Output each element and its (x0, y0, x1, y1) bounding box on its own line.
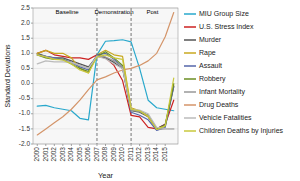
series-line (37, 55, 173, 130)
legend-label: MIU Group Size (199, 10, 249, 18)
tick-label: -1.5 (19, 125, 31, 132)
legend-label: Robbery (199, 75, 226, 83)
plot-content (37, 8, 173, 144)
tick-label: 2007 (93, 147, 100, 162)
legend-swatch (184, 130, 196, 132)
legend: MIU Group Size U.S. Stress Index Murder Rap… (184, 10, 284, 135)
legend-swatch (184, 26, 196, 28)
tick-label: 2015 (161, 147, 168, 162)
tick-label: 2003 (59, 147, 66, 162)
legend-swatch (184, 52, 196, 54)
tick-label: -1.0 (19, 109, 31, 116)
annotation: Post (146, 9, 158, 15)
period-line (96, 8, 97, 144)
legend-swatch (184, 117, 196, 119)
tick-label: 1.5 (21, 34, 30, 41)
legend-swatch (184, 39, 196, 41)
tick-label: 2004 (67, 147, 74, 162)
plot-frame (33, 8, 178, 144)
series-line (37, 13, 173, 135)
tick-label: 2009 (110, 147, 117, 162)
legend-label: U.S. Stress Index (199, 23, 254, 30)
y-axis-label: Standard Deviations (4, 44, 11, 108)
tick-label: 0.5 (21, 64, 30, 71)
legend-label: Assault (199, 62, 222, 69)
x-axis-label: Year (98, 171, 114, 180)
tick-label: 2011 (127, 147, 134, 161)
tick-label: -2.0 (19, 140, 31, 147)
tick-label: 2.0 (21, 19, 30, 26)
tick-label: 0.0 (21, 79, 30, 86)
legend-swatch (184, 78, 196, 80)
tick-label: 2000 (33, 147, 40, 162)
series-line (37, 50, 173, 129)
grid-line (33, 23, 178, 24)
grid-line (33, 38, 178, 39)
series-line (37, 53, 173, 129)
period-line (131, 8, 132, 144)
plot-area (33, 8, 178, 144)
tick-label: 2006 (84, 147, 91, 162)
legend-swatch (184, 104, 196, 106)
legend-label: Children Deaths by Injuries (199, 127, 284, 135)
grid-line (33, 98, 178, 99)
tick-label: 2008 (101, 147, 108, 162)
legend-label: Infant Mortality (199, 88, 245, 96)
tick-label: 2.5 (21, 4, 30, 11)
series-line (37, 52, 173, 129)
tick-label: 2001 (42, 147, 49, 162)
series-line (37, 55, 173, 130)
legend-label: Drug Deaths (199, 101, 239, 109)
legend-swatch (184, 91, 196, 93)
tick-label: 2002 (50, 147, 57, 162)
tick-label: 2012 (135, 147, 142, 162)
chart: -2.0-1.5-1.0-0.50.00.51.01.52.02.5200020… (0, 0, 300, 181)
legend-label: Vehicle Fatalities (199, 114, 252, 121)
tick-label: 1.0 (21, 49, 30, 56)
tick-label: 2014 (152, 147, 159, 162)
tick-label: -0.5 (19, 94, 31, 101)
tick-label: 2005 (76, 147, 83, 162)
series-line (37, 53, 173, 130)
tick-label: 2013 (144, 147, 151, 162)
annotation: Baseline (56, 9, 80, 15)
legend-label: Rape (199, 49, 216, 57)
y-axis: -2.0 -1.5 -1.0 -0.5 0.0 0.5 1.0 1.5 2.0 2.5 (19, 4, 178, 147)
grid-line (33, 83, 178, 84)
legend-label: Murder (199, 36, 222, 43)
legend-swatch (184, 13, 196, 15)
annotation: Demonstration (95, 9, 134, 15)
tick-label: 2010 (118, 147, 125, 162)
x-axis: 2000200120022003200420052006200720082009… (33, 144, 168, 161)
series-line (37, 50, 173, 129)
series-line (37, 56, 173, 129)
grid-line (33, 68, 178, 69)
legend-swatch (184, 65, 196, 67)
grid-line (33, 113, 178, 114)
